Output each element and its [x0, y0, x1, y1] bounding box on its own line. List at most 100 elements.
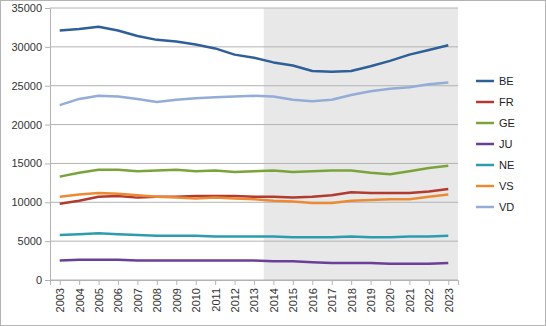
x-tick: 2005	[93, 280, 105, 312]
x-tick-mark	[196, 280, 197, 285]
x-tick: 2009	[171, 280, 183, 312]
legend-label: VD	[499, 201, 514, 213]
y-tick-label: 0	[36, 274, 42, 286]
x-tick-mark	[293, 280, 294, 285]
y-tick-label: 25000	[11, 80, 42, 92]
x-tick: 2017	[326, 280, 338, 312]
y-tick-mark	[45, 125, 50, 126]
y-tick-mark	[45, 47, 50, 48]
x-tick-label: 2003	[54, 288, 66, 312]
x-tick: 2021	[404, 280, 416, 312]
x-tick-mark	[99, 280, 100, 285]
x-tick-label: 2017	[326, 288, 338, 312]
x-tick-mark	[235, 280, 236, 285]
y-tick-mark	[45, 86, 50, 87]
grid-line	[50, 163, 458, 164]
x-tick: 2004	[73, 280, 85, 312]
plot: 0 5000 10000 15000 20000 25000 30000 35000 2003 2…	[11, 2, 458, 312]
y-tick: 25000	[11, 80, 50, 92]
series-line	[60, 83, 449, 106]
x-tick: 2010	[190, 280, 202, 312]
y-axis: 0 5000 10000 15000 20000 25000 30000 35000	[11, 2, 50, 286]
x-tick: 2019	[365, 280, 377, 312]
x-tick-label: 2015	[287, 288, 299, 312]
y-tick: 5000	[18, 235, 50, 247]
x-tick-mark	[118, 280, 119, 285]
x-tick-label: 2011	[209, 288, 221, 312]
legend-swatch	[476, 101, 494, 104]
x-tick: 2006	[112, 280, 124, 312]
y-tick: 10000	[11, 196, 50, 208]
y-axis-line	[45, 9, 51, 281]
x-tick-label: 2004	[73, 288, 85, 312]
y-tick: 20000	[11, 119, 50, 131]
x-tick-mark	[215, 280, 216, 285]
y-tick-label: 30000	[11, 41, 42, 53]
y-tick-label: 5000	[18, 235, 42, 247]
x-tick-label: 2021	[404, 288, 416, 312]
x-tick-mark	[176, 280, 177, 285]
legend-swatch	[476, 122, 494, 125]
x-tick-mark	[312, 280, 313, 285]
x-tick-label: 2009	[171, 288, 183, 312]
legend-label: JU	[499, 138, 513, 150]
y-tick-mark	[45, 202, 50, 203]
series-line	[60, 260, 449, 264]
y-tick: 15000	[11, 157, 50, 169]
x-tick-mark	[157, 280, 158, 285]
x-tick-mark	[390, 280, 391, 285]
y-tick-mark	[45, 8, 50, 9]
x-tick: 2008	[151, 280, 163, 312]
chart-frame	[1, 1, 546, 326]
legend-swatch	[476, 206, 494, 209]
x-tick-label: 2019	[365, 288, 377, 312]
x-tick-label: 2022	[423, 288, 435, 312]
series-line	[60, 166, 449, 177]
legend-label: BE	[499, 75, 514, 87]
grid-line	[50, 124, 458, 125]
x-tick-mark	[351, 280, 352, 285]
series-line	[60, 27, 449, 72]
x-tick-label: 2020	[384, 288, 396, 312]
x-tick: 2020	[384, 280, 396, 312]
legend-swatch	[476, 143, 494, 146]
x-axis-line	[51, 281, 459, 286]
x-tick-label: 2008	[151, 288, 163, 312]
grid-line	[50, 202, 458, 203]
y-tick: 0	[36, 274, 50, 286]
legend-swatch	[476, 185, 494, 188]
legend-swatch	[476, 164, 494, 167]
x-tick-label: 2016	[307, 288, 319, 312]
x-tick: 2015	[287, 280, 299, 312]
x-tick: 2014	[268, 280, 280, 312]
legend-swatch	[476, 80, 494, 83]
legend-label: NE	[499, 159, 514, 171]
x-tick: 2003	[54, 280, 66, 312]
x-tick: 2011	[209, 280, 221, 312]
x-tick: 2016	[307, 280, 319, 312]
legend-label: FR	[499, 96, 514, 108]
x-tick-label: 2010	[190, 288, 202, 312]
x-tick-mark	[448, 280, 449, 285]
x-tick-label: 2013	[248, 288, 260, 312]
y-tick-label: 35000	[11, 2, 42, 14]
series-line	[60, 193, 449, 203]
x-tick-mark	[429, 280, 430, 285]
legend-label: GE	[499, 117, 515, 129]
x-tick-mark	[273, 280, 274, 285]
x-tick: 2022	[423, 280, 435, 312]
x-tick-mark	[332, 280, 333, 285]
x-tick: 2023	[443, 280, 455, 312]
series-lines	[60, 27, 449, 264]
x-axis: 2003200420052006200720082009201020112012…	[51, 280, 459, 312]
x-tick-label: 2005	[93, 288, 105, 312]
series-line	[60, 233, 449, 237]
x-tick-mark	[254, 280, 255, 285]
y-tick-label: 15000	[11, 157, 42, 169]
y-tick: 30000	[11, 41, 50, 53]
x-tick-mark	[60, 280, 61, 285]
legend-label: VS	[499, 180, 514, 192]
y-tick-mark	[45, 280, 50, 281]
legend: BE FR GE JU NE VS VD	[476, 75, 515, 213]
y-tick-mark	[45, 241, 50, 242]
